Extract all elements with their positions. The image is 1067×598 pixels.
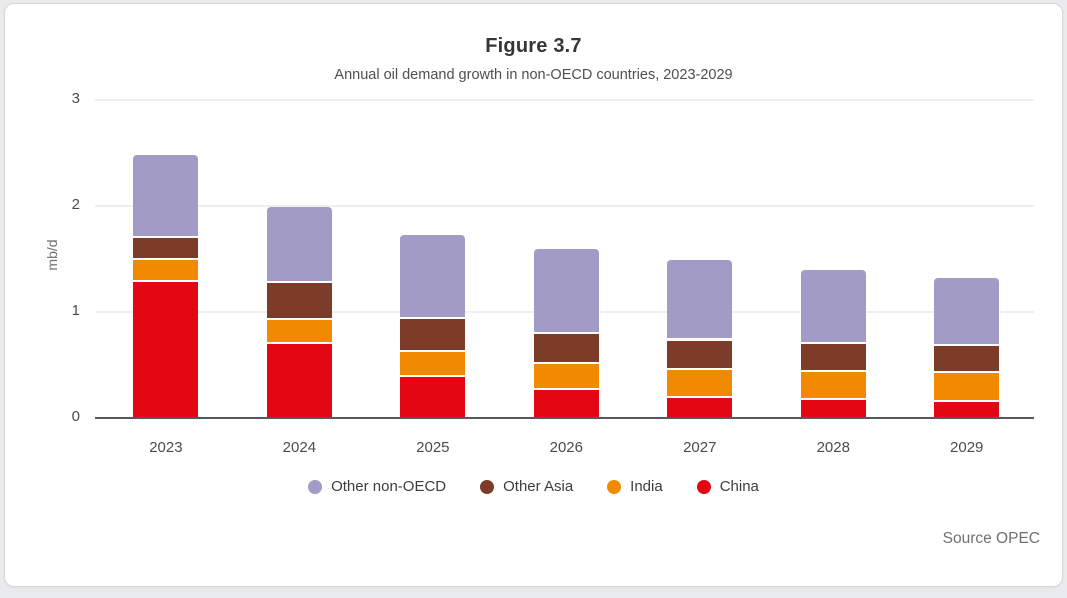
figure-subtitle: Annual oil demand growth in non-OECD cou… [334, 67, 733, 83]
legend-item-india: India [607, 478, 663, 495]
bar-segment-other-asia-2028 [800, 341, 866, 371]
bar-segment-china-2028 [800, 397, 866, 418]
legend-item-other-asia: Other Asia [480, 478, 573, 495]
figure-card: Figure 3.7 Annual oil demand growth in n… [4, 3, 1063, 587]
legend-item-other-non-oecd: Other non-OECD [308, 478, 446, 495]
x-axis-label-2025: 2025 [416, 439, 450, 456]
gridline-y2 [95, 205, 1034, 207]
figure-title: Figure 3.7 [485, 35, 582, 57]
legend-dot-india [607, 479, 622, 494]
x-axis-label-2029: 2029 [950, 439, 984, 456]
bar-segment-india-2028 [800, 370, 866, 398]
bar-segment-other-non-oecd-2027 [667, 260, 733, 339]
bar-segment-other-non-oecd-2024 [266, 207, 332, 282]
x-axis-label-2027: 2027 [683, 439, 717, 456]
x-axis-line [95, 417, 1034, 419]
bar-segment-other-asia-2024 [266, 281, 332, 319]
legend-label-other-non-oecd: Other non-OECD [331, 478, 447, 495]
bar-segment-china-2027 [667, 395, 733, 418]
x-axis-label-2026: 2026 [549, 439, 583, 456]
bar-segment-india-2029 [934, 371, 1000, 400]
y-axis-unit-label: mb/d [44, 239, 60, 271]
bar-segment-other-non-oecd-2026 [533, 249, 599, 333]
legend-dot-china [696, 479, 711, 494]
y-tick-label: 3 [71, 90, 80, 107]
bar-segment-india-2025 [400, 350, 466, 375]
source-attribution: Source OPEC [942, 530, 1040, 547]
bar-segment-india-2027 [667, 368, 733, 396]
bar-segment-china-2024 [266, 341, 332, 418]
bar-segment-other-non-oecd-2028 [800, 269, 866, 342]
bar-segment-china-2029 [934, 399, 1000, 418]
stacked-bar-chart: 0 1 2 3 2023 2024 2025 2026 2027 2028 2029 [5, 4, 1062, 586]
x-axis-label-2023: 2023 [149, 439, 183, 456]
bar-segment-other-asia-2025 [400, 317, 466, 351]
bar-segment-other-non-oecd-2029 [934, 278, 1000, 344]
y-tick-label: 0 [71, 408, 80, 425]
bar-segment-china-2023 [133, 280, 199, 418]
x-axis-label-2028: 2028 [816, 439, 850, 456]
bar-segment-india-2026 [533, 361, 599, 389]
bar-segment-other-asia-2029 [934, 343, 1000, 372]
bar-segment-other-asia-2026 [533, 332, 599, 362]
y-tick-label: 2 [71, 196, 80, 213]
bar-segment-other-non-oecd-2025 [400, 234, 466, 318]
legend-label-india: India [630, 478, 663, 495]
bar-segment-other-non-oecd-2023 [133, 155, 199, 236]
bar-segment-india-2023 [133, 257, 199, 281]
legend-label-other-asia: Other Asia [503, 478, 574, 495]
bar-segment-china-2026 [533, 388, 599, 418]
bar-segment-india-2024 [266, 318, 332, 342]
legend-dot-other-asia [480, 479, 495, 494]
legend-dot-other-non-oecd [308, 479, 323, 494]
gridline-y3 [95, 99, 1034, 101]
y-tick-label: 1 [71, 302, 80, 319]
x-axis-label-2024: 2024 [282, 439, 317, 456]
bar-segment-other-asia-2027 [667, 338, 733, 369]
legend-item-china: China [696, 478, 759, 495]
bar-segment-other-asia-2023 [133, 235, 199, 258]
chart-legend: Other non-OECD Other Asia India China [5, 478, 1062, 495]
bar-segment-china-2025 [400, 374, 466, 418]
legend-label-china: China [719, 478, 759, 495]
